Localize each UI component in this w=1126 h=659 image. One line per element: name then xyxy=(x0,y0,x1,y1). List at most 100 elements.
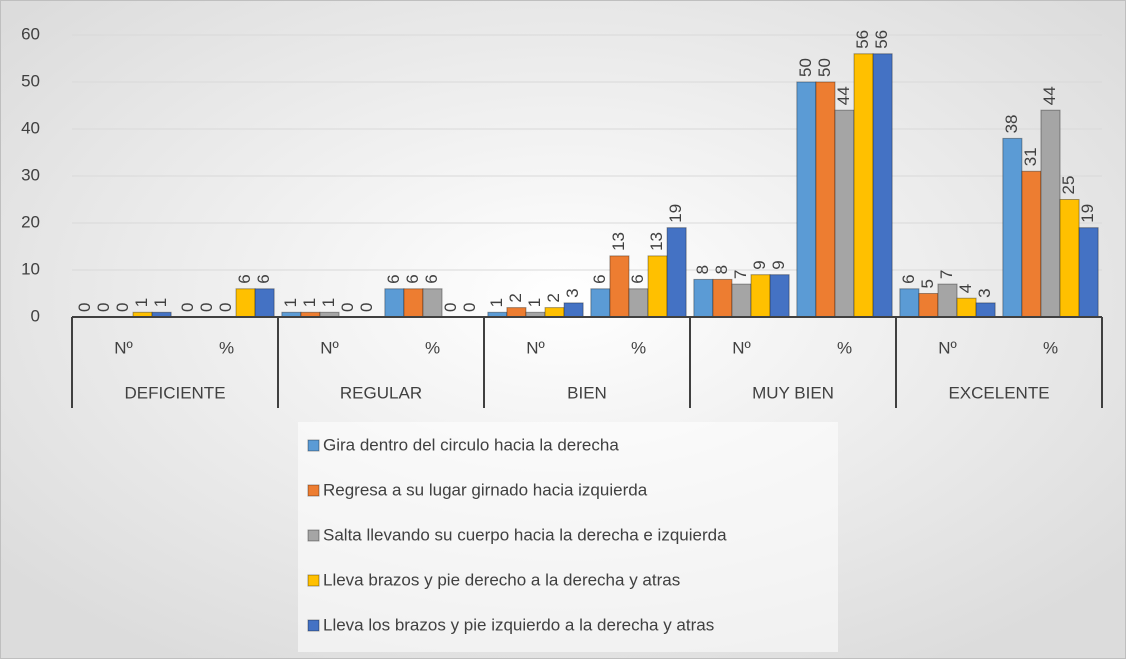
bar xyxy=(834,109,855,318)
bar xyxy=(235,288,256,318)
data-label: 1 xyxy=(281,298,300,307)
legend-label: Salta llevando su cuerpo hacia la derech… xyxy=(323,525,727,544)
data-label: 3 xyxy=(563,288,582,297)
x-tick-label: % xyxy=(631,338,646,357)
bar xyxy=(815,81,836,318)
legend-label: Lleva los brazos y pie izquierdo a la de… xyxy=(323,615,714,634)
data-label: 8 xyxy=(712,265,731,274)
bar xyxy=(750,274,771,318)
data-label: 7 xyxy=(937,270,956,279)
data-label: 0 xyxy=(460,303,479,312)
y-tick-label: 0 xyxy=(31,306,40,325)
bar xyxy=(712,278,733,318)
bar xyxy=(1040,109,1061,318)
data-label: 56 xyxy=(853,30,872,49)
data-label: 8 xyxy=(693,265,712,274)
data-label: 6 xyxy=(403,274,422,283)
bar xyxy=(872,53,893,318)
bar xyxy=(544,307,565,318)
bar xyxy=(403,288,424,318)
data-label: 6 xyxy=(254,274,273,283)
bar xyxy=(1002,137,1023,318)
legend-label: Gira dentro del circulo hacia la derecha xyxy=(323,435,619,454)
y-tick-label: 30 xyxy=(21,165,40,184)
x-tick-label: Nº xyxy=(320,338,339,357)
bar xyxy=(693,278,714,318)
bar xyxy=(254,288,275,318)
legend-swatch xyxy=(307,529,320,542)
group-label: REGULAR xyxy=(340,383,422,402)
data-label: 0 xyxy=(338,303,357,312)
data-label: 3 xyxy=(975,288,994,297)
bar xyxy=(609,255,630,318)
data-label: 0 xyxy=(75,303,94,312)
bar xyxy=(899,288,920,318)
bar xyxy=(590,288,611,318)
data-label: 38 xyxy=(1002,114,1021,133)
data-label: 1 xyxy=(487,298,506,307)
legend-swatch xyxy=(307,574,320,587)
x-tick-label: Nº xyxy=(526,338,545,357)
group-label: BIEN xyxy=(567,383,607,402)
bar xyxy=(1021,170,1042,318)
data-label: 1 xyxy=(319,298,338,307)
data-label: 31 xyxy=(1021,147,1040,166)
data-label: 0 xyxy=(357,303,376,312)
bar xyxy=(628,288,649,318)
data-label: 13 xyxy=(647,232,666,251)
legend-label: Lleva brazos y pie derecho a la derecha … xyxy=(323,570,680,589)
y-tick-label: 10 xyxy=(21,259,40,278)
y-tick-label: 40 xyxy=(21,118,40,137)
bar xyxy=(647,255,668,318)
data-label: 4 xyxy=(956,284,975,293)
data-label: 19 xyxy=(1078,204,1097,223)
data-label: 6 xyxy=(899,274,918,283)
data-label: 6 xyxy=(590,274,609,283)
bar xyxy=(1059,199,1080,318)
bar xyxy=(422,288,443,318)
data-label: 2 xyxy=(544,293,563,302)
bar xyxy=(956,297,977,318)
data-label: 50 xyxy=(815,58,834,77)
y-tick-label: 20 xyxy=(21,212,40,231)
group-label: DEFICIENTE xyxy=(124,383,225,402)
data-label: 0 xyxy=(441,303,460,312)
data-label: 6 xyxy=(422,274,441,283)
y-tick-label: 60 xyxy=(21,24,40,43)
data-label: 44 xyxy=(834,86,853,105)
data-label: 1 xyxy=(300,298,319,307)
data-label: 6 xyxy=(235,274,254,283)
data-label: 0 xyxy=(113,303,132,312)
data-label: 1 xyxy=(132,298,151,307)
data-label: 5 xyxy=(918,279,937,288)
bar xyxy=(563,302,584,318)
data-label: 6 xyxy=(628,274,647,283)
data-label: 0 xyxy=(197,303,216,312)
data-label: 9 xyxy=(750,260,769,269)
data-label: 7 xyxy=(731,270,750,279)
bar xyxy=(666,227,687,318)
bar xyxy=(918,293,939,318)
x-tick-label: % xyxy=(837,338,852,357)
data-label: 25 xyxy=(1059,176,1078,195)
x-tick-label: % xyxy=(1043,338,1058,357)
group-label: MUY BIEN xyxy=(752,383,834,402)
data-label: 13 xyxy=(609,232,628,251)
legend-label: Regresa a su lugar girnado hacia izquier… xyxy=(323,480,648,499)
data-label: 0 xyxy=(94,303,113,312)
bar xyxy=(975,302,996,318)
y-tick-label: 50 xyxy=(21,71,40,90)
data-label: 0 xyxy=(216,303,235,312)
legend-box xyxy=(298,422,838,652)
bar xyxy=(731,283,752,318)
x-tick-label: Nº xyxy=(938,338,957,357)
data-label: 56 xyxy=(872,30,891,49)
legend-swatch xyxy=(307,619,320,632)
bar xyxy=(506,307,527,318)
x-tick-label: Nº xyxy=(732,338,751,357)
group-label: EXCELENTE xyxy=(948,383,1049,402)
bar xyxy=(937,283,958,318)
x-tick-label: Nº xyxy=(114,338,133,357)
data-label: 6 xyxy=(384,274,403,283)
